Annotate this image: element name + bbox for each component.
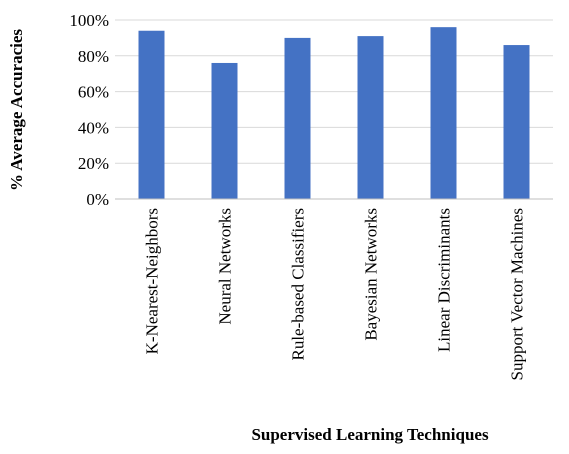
bar <box>211 62 238 200</box>
y-tick-label: 60% <box>78 83 109 102</box>
x-axis-title: Supervised Learning Techniques <box>251 425 489 444</box>
bar <box>284 37 311 200</box>
x-tick-label: Rule-based Classifiers <box>289 208 308 361</box>
y-tick-label: 40% <box>78 118 109 137</box>
x-tick-label: Neural Networks <box>216 208 235 325</box>
bar <box>430 27 457 199</box>
x-tick-label: Bayesian Networks <box>362 208 381 341</box>
bar <box>357 36 384 199</box>
y-tick-label: 20% <box>78 154 109 173</box>
x-tick-label: Linear Discriminants <box>435 208 454 352</box>
x-tick-label: Support Vector Machines <box>508 208 527 381</box>
x-tick-label: K-Nearest-Neighbors <box>143 208 162 354</box>
y-tick-label: 100% <box>69 11 109 30</box>
bar <box>138 30 165 199</box>
y-tick-label: 80% <box>78 47 109 66</box>
y-axis-title: % Average Accuracies <box>7 29 26 191</box>
y-tick-label: 0% <box>86 190 109 209</box>
bar <box>503 45 530 200</box>
